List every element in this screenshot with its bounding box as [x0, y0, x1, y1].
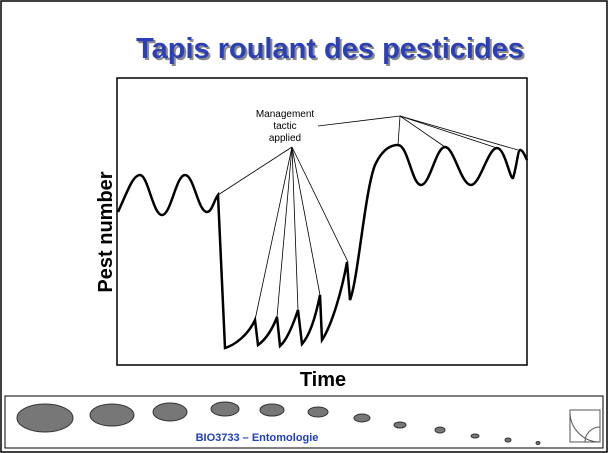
annotation: applied — [269, 133, 301, 144]
slide: Tapis roulant des pesticides Tapis roula… — [0, 0, 608, 453]
slide-title: Tapis roulant des pesticides — [136, 33, 524, 65]
x-axis-label: Time — [300, 369, 346, 391]
footer-text: BIO3733 – Entomologie — [196, 432, 319, 444]
annotation: tactic — [273, 121, 296, 132]
annotation: Management — [256, 109, 315, 120]
y-axis-label: Pest number — [95, 171, 117, 292]
